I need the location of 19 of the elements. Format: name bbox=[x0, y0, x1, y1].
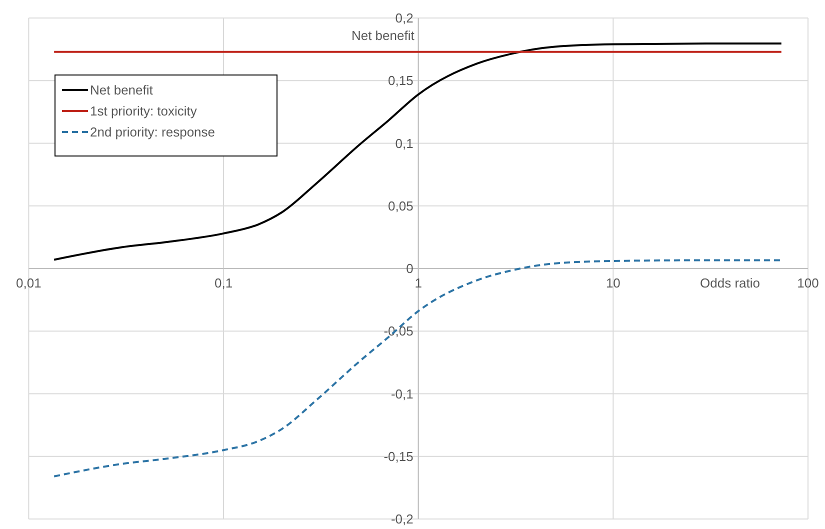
y-tick-label: -0,05 bbox=[384, 324, 414, 339]
y-tick-label: -0,1 bbox=[390, 386, 414, 402]
legend-label: 2nd priority: response bbox=[90, 124, 216, 140]
x-axis-title: Odds ratio bbox=[700, 276, 760, 290]
y-tick-label: 0 bbox=[406, 261, 414, 276]
x-tick-label: 1 bbox=[414, 276, 422, 290]
y-tick-label: -0,15 bbox=[384, 448, 414, 464]
legend-label: 1st priority: toxicity bbox=[90, 104, 198, 119]
x-tick-label: 100 bbox=[797, 276, 819, 290]
y-tick-label: 0,05 bbox=[388, 198, 414, 214]
y-tick-label: -0,2 bbox=[390, 512, 414, 527]
y-axis-title: Net benefit bbox=[351, 28, 415, 43]
x-tick-label: 10 bbox=[606, 276, 620, 290]
y-tick-label: 0,2 bbox=[395, 10, 414, 26]
x-tick-label: 0,1 bbox=[214, 276, 233, 290]
legend-label: Net benefit bbox=[90, 82, 154, 98]
y-tick-label: 0,1 bbox=[395, 136, 414, 151]
x-tick-label: 0,01 bbox=[16, 276, 42, 290]
y-tick-label: 0,15 bbox=[388, 73, 414, 88]
